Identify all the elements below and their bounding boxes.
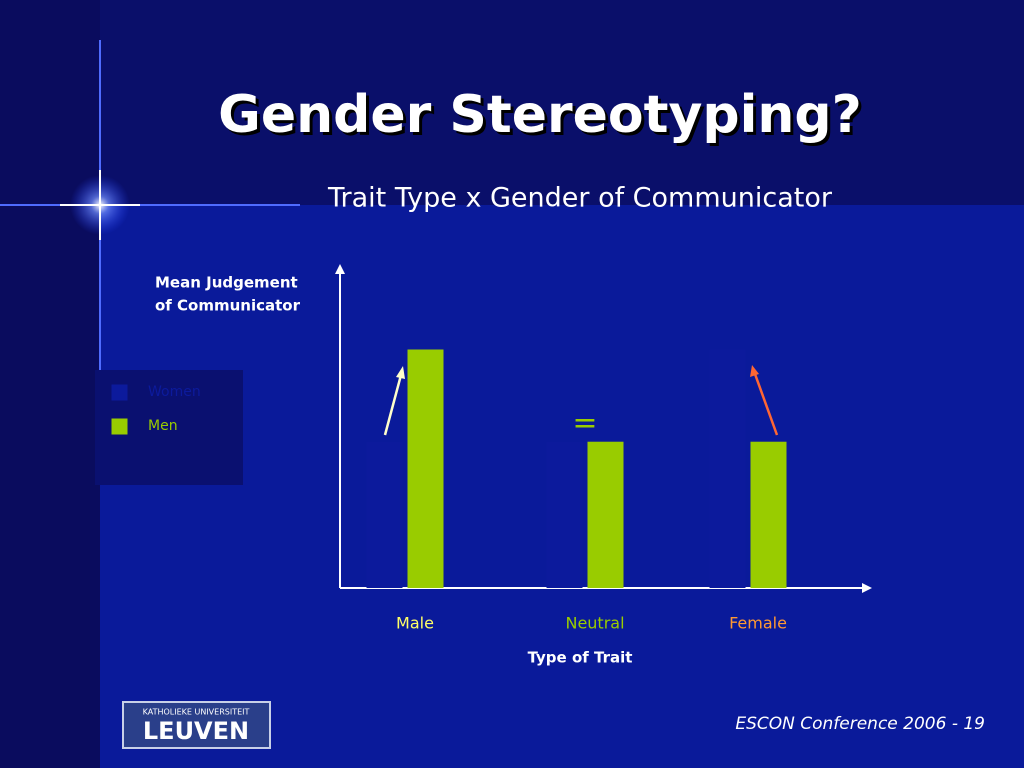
chart-subtitle: Trait Type x Gender of Communicator xyxy=(327,183,833,214)
axis-arrow xyxy=(335,264,345,274)
y-axis-label: of Communicator xyxy=(155,297,301,315)
arrow-head xyxy=(750,365,759,377)
bar xyxy=(750,441,787,588)
bar xyxy=(546,441,583,588)
x-tick-label: Female xyxy=(729,614,787,633)
x-tick-label: Neutral xyxy=(565,614,624,633)
arrow xyxy=(753,373,779,436)
annotation: = xyxy=(572,406,597,441)
arrow xyxy=(383,374,403,436)
legend-swatch xyxy=(110,417,129,436)
chart-title: Gender Stereotyping? xyxy=(218,85,862,145)
left-strip xyxy=(0,0,100,768)
arrow-head xyxy=(396,366,405,379)
logo-text: KATHOLIEKE UNIVERSITEIT xyxy=(143,708,250,717)
bar xyxy=(709,349,746,588)
bar xyxy=(407,349,444,588)
bar xyxy=(366,441,403,588)
legend-label: Men xyxy=(148,418,178,434)
legend-label: Women xyxy=(148,384,201,400)
axis-arrow xyxy=(862,583,872,593)
logo xyxy=(122,701,271,749)
footer: ESCON Conference 2006 - 19 xyxy=(735,714,985,734)
bar xyxy=(587,441,624,588)
title-shadow: Gender Stereotyping? xyxy=(221,88,865,148)
y-axis-label: Mean Judgement xyxy=(155,274,298,292)
legend-swatch xyxy=(110,383,129,402)
x-axis-label: Type of Trait xyxy=(528,649,633,667)
logo-text: LEUVEN xyxy=(143,717,249,745)
x-tick-label: Male xyxy=(396,614,434,633)
